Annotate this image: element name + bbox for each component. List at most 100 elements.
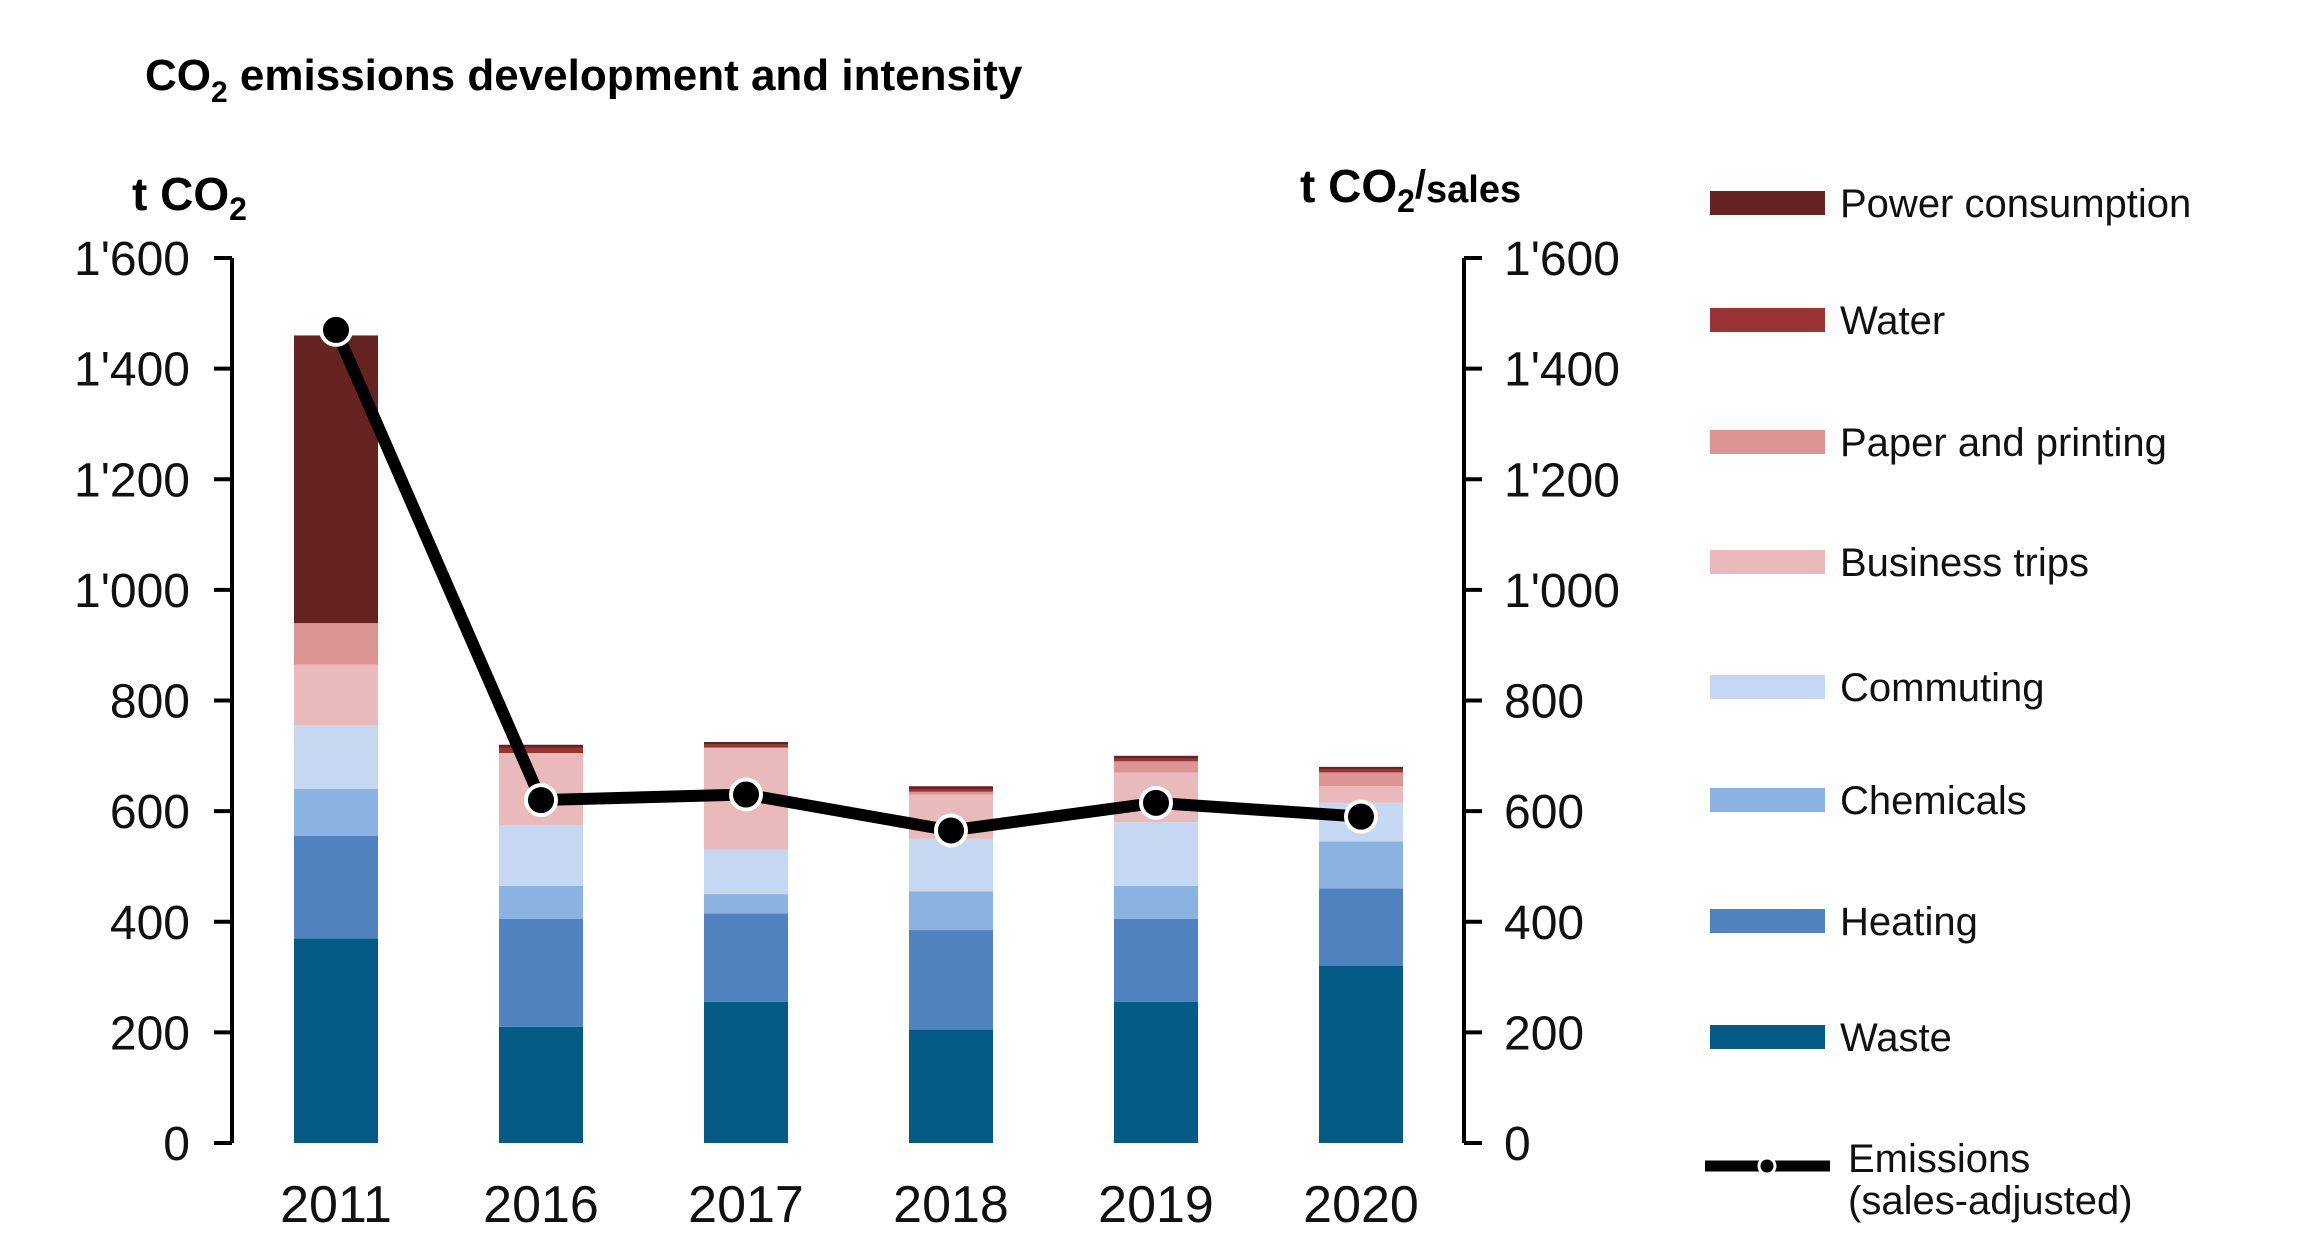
legend-swatch-water <box>1710 308 1825 332</box>
right-axis-label-mid: / <box>1415 163 1426 207</box>
left-tick-label: 600 <box>110 786 190 839</box>
legend-swatch-heating <box>1710 909 1825 933</box>
category-label-2011: 2011 <box>280 1176 392 1234</box>
legend-swatch-paper-and-printing <box>1710 430 1825 454</box>
chart-title: CO2 emissions development and intensity <box>145 51 1023 109</box>
bar-heating-2019 <box>1114 918 1198 1002</box>
emissions-point-2016 <box>524 783 558 818</box>
right-tick-label: 1'000 <box>1504 565 1620 618</box>
category-label-2016: 2016 <box>483 1176 599 1234</box>
bar-power-consumption-2019 <box>1114 755 1198 759</box>
legend-swatch-power-consumption <box>1710 191 1825 215</box>
left-tick-label: 800 <box>110 676 190 729</box>
left-tick-label: 1'600 <box>74 233 190 286</box>
left-tick-label: 1'400 <box>74 344 190 397</box>
legend-label-power-consumption: Power consumption <box>1840 182 2191 226</box>
bar-chemicals-2011 <box>294 789 378 837</box>
bar-power-consumption-2016 <box>499 744 583 748</box>
right-tick-label: 1'400 <box>1504 344 1620 397</box>
left-tick-label: 0 <box>163 1118 190 1171</box>
left-ticks: 0 200 400 600 800 1'000 1'200 1'400 1'600 <box>74 233 232 1171</box>
left-axis-label: t CO2 <box>132 168 247 227</box>
bar-commuting-2019 <box>1114 822 1198 886</box>
emissions-point-2020 <box>1344 799 1378 834</box>
right-tick-label: 400 <box>1504 897 1584 950</box>
category-label-2018: 2018 <box>893 1176 1009 1234</box>
legend-label-chemicals: Chemicals <box>1840 779 2027 823</box>
category-label-2020: 2020 <box>1303 1176 1419 1234</box>
emissions-line <box>330 327 1362 837</box>
bar-waste-2020 <box>1319 966 1403 1143</box>
legend-swatch-waste <box>1710 1025 1825 1049</box>
legend-swatch-chemicals <box>1710 788 1825 812</box>
bar-heating-2020 <box>1319 888 1403 966</box>
legend-label-waste: Waste <box>1840 1016 1952 1060</box>
chart-title-sub: 2 <box>211 76 228 109</box>
emissions-point-2017 <box>729 777 763 812</box>
bar-waste-2011 <box>294 938 378 1143</box>
bar-heating-2018 <box>909 930 993 1030</box>
right-tick-label: 200 <box>1504 1007 1584 1060</box>
emissions-point-2019 <box>1139 785 1173 820</box>
bar-power-consumption-2011 <box>294 335 378 624</box>
bar-paper-and-printing-2011 <box>294 623 378 665</box>
left-axis-label-sub: 2 <box>229 191 247 227</box>
bar-waste-2018 <box>909 1029 993 1143</box>
right-ticks: 0 200 400 600 800 1'000 1'200 1'400 1'600 <box>1464 233 1620 1171</box>
right-axis-label-sub: 2 <box>1397 183 1415 219</box>
bar-business-trips-2020 <box>1319 786 1403 803</box>
legend-label-heating: Heating <box>1840 900 1978 944</box>
right-axis-label-post: sales <box>1426 169 1521 211</box>
legend-label-sales-adjusted: (sales-adjusted) <box>1848 1179 2133 1223</box>
right-axis-label-pre: t CO <box>1300 160 1397 212</box>
bar-commuting-2011 <box>294 725 378 789</box>
legend-label-paper-and-printing: Paper and printing <box>1840 421 2167 465</box>
bar-commuting-2018 <box>909 838 993 892</box>
left-tick-label: 200 <box>110 1007 190 1060</box>
right-tick-label: 1'600 <box>1504 233 1620 286</box>
right-axis-label: t CO2/sales <box>1300 160 1521 219</box>
bar-commuting-2016 <box>499 824 583 886</box>
emissions-point-2011 <box>319 312 353 347</box>
bar-heating-2011 <box>294 836 378 939</box>
chart-title-post: emissions development and intensity <box>228 51 1023 100</box>
bar-paper-and-printing-2020 <box>1319 772 1403 787</box>
bar-commuting-2017 <box>704 849 788 895</box>
left-tick-label: 1'000 <box>74 565 190 618</box>
emissions-line-layer <box>319 312 1378 848</box>
left-axis-label-pre: t CO <box>132 168 229 220</box>
legend-label-water: Water <box>1840 299 1945 343</box>
bar-paper-and-printing-2018 <box>909 791 993 795</box>
right-tick-label: 600 <box>1504 786 1584 839</box>
bar-chemicals-2017 <box>704 894 788 914</box>
bar-waste-2016 <box>499 1026 583 1143</box>
bar-business-trips-2011 <box>294 664 378 726</box>
bars <box>294 335 1403 1143</box>
legend-marker-emissions <box>1757 1156 1777 1176</box>
legend-swatch-commuting <box>1710 675 1825 699</box>
bar-heating-2017 <box>704 913 788 1002</box>
bar-power-consumption-2020 <box>1319 766 1403 770</box>
bar-chemicals-2016 <box>499 885 583 919</box>
bar-water-2020 <box>1319 769 1403 773</box>
bar-chemicals-2019 <box>1114 885 1198 919</box>
bar-waste-2019 <box>1114 1001 1198 1143</box>
right-tick-label: 800 <box>1504 676 1584 729</box>
bar-chemicals-2018 <box>909 891 993 931</box>
bar-water-2019 <box>1114 758 1198 762</box>
bar-water-2017 <box>704 744 788 748</box>
bar-waste-2017 <box>704 1001 788 1143</box>
emissions-point-2018 <box>934 813 968 848</box>
bar-water-2016 <box>499 747 583 754</box>
legend-label-emissions: Emissions <box>1848 1137 2030 1181</box>
legend-label-commuting: Commuting <box>1840 666 2045 710</box>
right-tick-label: 0 <box>1504 1118 1531 1171</box>
bar-chemicals-2020 <box>1319 841 1403 889</box>
legend-swatch-business-trips <box>1710 550 1825 574</box>
left-tick-label: 400 <box>110 897 190 950</box>
left-tick-label: 1'200 <box>74 454 190 507</box>
bar-power-consumption-2018 <box>909 786 993 789</box>
bar-heating-2016 <box>499 918 583 1027</box>
bar-paper-and-printing-2019 <box>1114 761 1198 773</box>
